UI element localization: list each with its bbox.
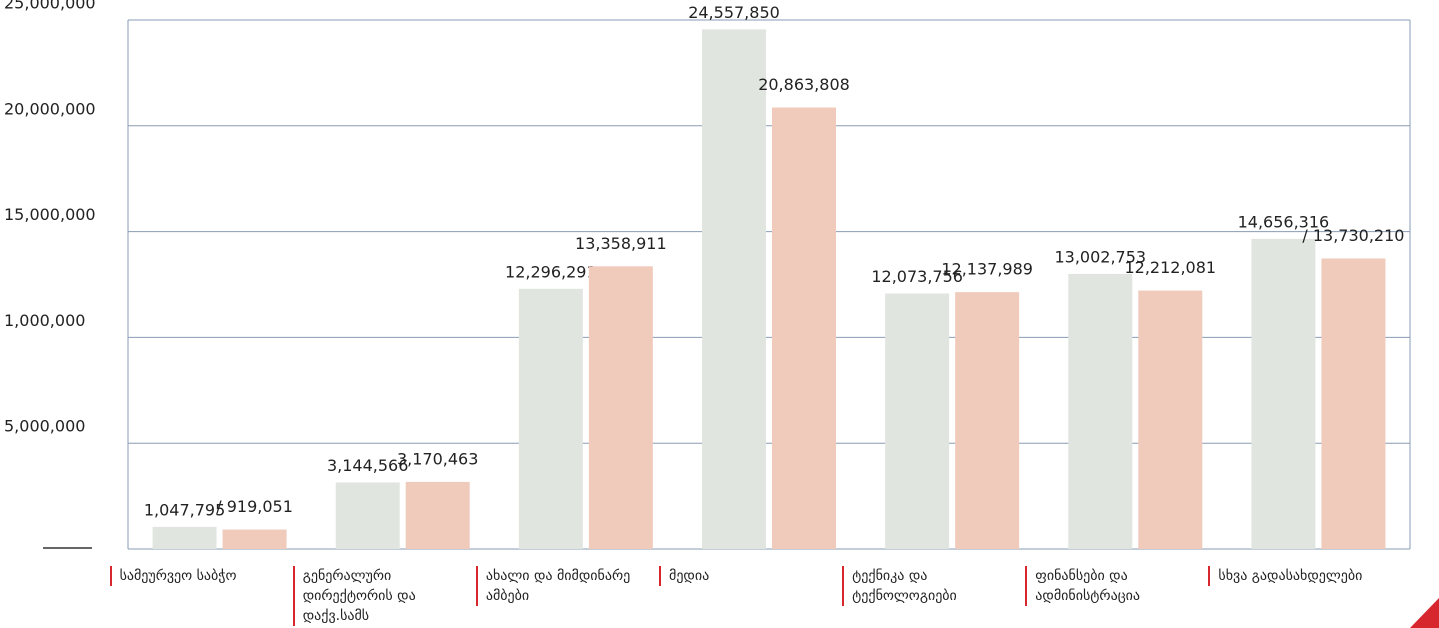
bar (955, 292, 1020, 549)
bar (152, 526, 217, 549)
y-tick-label: 20,000,000 (4, 99, 96, 118)
y-tick-label: 25,000,000 (4, 0, 96, 13)
y-tick-label: 1,000,000 (4, 311, 85, 330)
value-label: 24,557,850 (688, 3, 780, 22)
value-label: 12,073,756 (871, 267, 963, 286)
x-tick-label: სხვა გადასახდელები (1208, 566, 1368, 586)
value-label: 12,137,989 (941, 260, 1033, 279)
value-label: 13,358,911 (575, 234, 667, 253)
bar (518, 288, 583, 549)
bar (405, 481, 470, 549)
value-label: / 13,730,210 (1302, 226, 1404, 245)
value-label: 12,296,291 (505, 262, 597, 281)
value-label: 3,144,566 (327, 456, 408, 475)
x-tick-label: გენერალური დირექტორის და დაქვ.სამს (292, 566, 453, 626)
bar (222, 529, 287, 549)
x-tick-label: სამეურვეო საბჭო (109, 566, 270, 586)
x-tick-label: მედია (659, 566, 819, 586)
corner-accent (1410, 598, 1439, 628)
bar (772, 107, 836, 549)
bar (335, 482, 400, 549)
x-tick-label: ფინანსები და ადმინისტრაცია (1025, 566, 1185, 606)
value-label: 13,002,753 (1054, 247, 1146, 266)
value-label: / 919,051 (216, 497, 293, 516)
x-tick-label: ახალი და მიმდინარე ამბები (475, 566, 636, 606)
value-label: 20,863,808 (758, 75, 850, 94)
value-label: 1,047,795 (144, 500, 225, 519)
x-tick-label: ტექნიკა და ტექნოლოგიები (842, 566, 1002, 606)
bar (1138, 290, 1203, 549)
value-label: 12,212,081 (1124, 258, 1216, 277)
y-tick-label: 5,000,000 (4, 417, 85, 436)
bar (1251, 238, 1316, 549)
value-label: 3,170,463 (397, 449, 478, 468)
value-label: 14,656,316 (1238, 212, 1330, 231)
bar (702, 29, 766, 549)
y-tick-label: 15,000,000 (4, 205, 96, 224)
bar (1321, 258, 1386, 549)
bar (588, 266, 653, 549)
bar (885, 293, 950, 549)
bar (1068, 273, 1133, 549)
